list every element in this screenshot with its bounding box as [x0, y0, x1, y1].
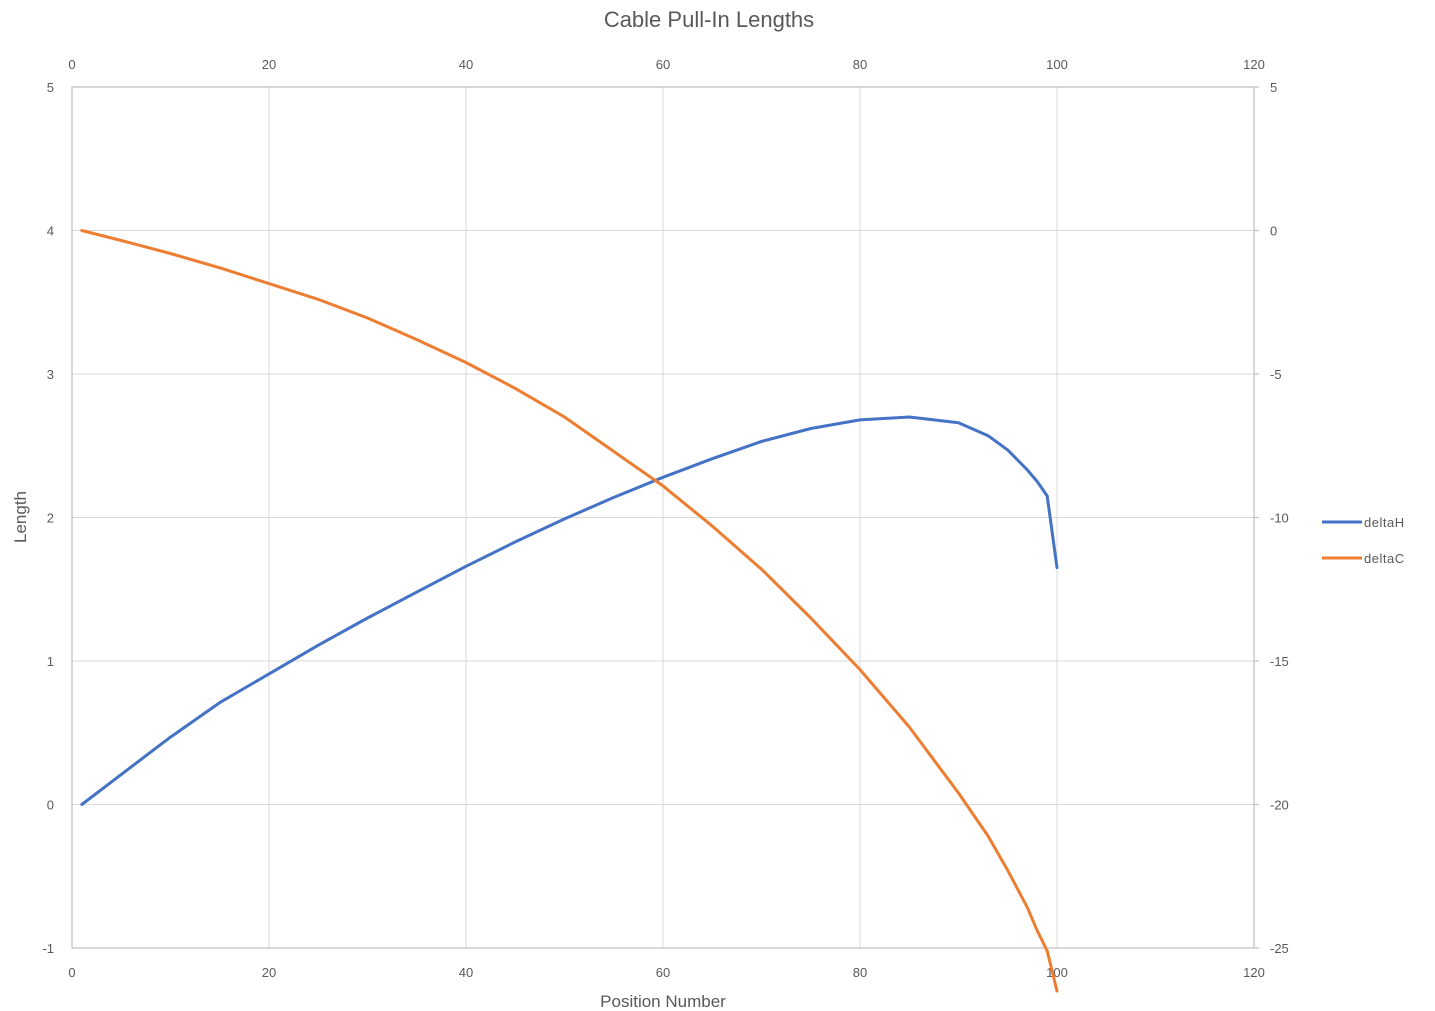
y-tick-label-left: 0: [47, 798, 54, 813]
series-line-deltaC: [80, 229, 1059, 993]
x-tick-label-top: 0: [68, 57, 75, 72]
x-tick-label-top: 120: [1243, 57, 1265, 72]
x-axis-label: Position Number: [600, 992, 726, 1011]
x-tick-label-top: 40: [459, 57, 473, 72]
y-tick-label-right: -20: [1270, 798, 1289, 813]
x-tick-label-top: 100: [1046, 57, 1068, 72]
series-lines: [80, 229, 1059, 993]
y-tick-label-right: 0: [1270, 224, 1277, 239]
x-tick-label-bottom: 100: [1046, 965, 1068, 980]
x-tick-label-bottom: 0: [68, 965, 75, 980]
x-tick-label-bottom: 120: [1243, 965, 1265, 980]
y-tick-label-right: -25: [1270, 941, 1289, 956]
x-tick-label-top: 80: [853, 57, 867, 72]
x-axis-bottom-tick-labels: 0 20 40 60 80 100 120: [68, 965, 1264, 980]
y-tick-label-left: -1: [42, 941, 54, 956]
y-tick-label-left: 2: [47, 511, 54, 526]
y-tick-label-right: -15: [1270, 654, 1289, 669]
y-tick-label-right: -10: [1270, 511, 1289, 526]
y-tick-label-right: 5: [1270, 80, 1277, 95]
series-line-deltaH: [80, 415, 1059, 806]
legend-label-deltaH: deltaH: [1364, 515, 1405, 530]
y-axis-right-tick-labels: -25 -20 -15 -10 -5 0 5: [1254, 80, 1289, 956]
y-tick-label-left: 5: [47, 80, 54, 95]
x-tick-label-bottom: 40: [459, 965, 473, 980]
y-tick-label-left: 4: [47, 224, 54, 239]
x-tick-label-bottom: 60: [656, 965, 670, 980]
legend: deltaH deltaC: [1322, 515, 1405, 566]
y-tick-label-left: 1: [47, 654, 54, 669]
x-tick-label-top: 60: [656, 57, 670, 72]
x-tick-label-bottom: 20: [262, 965, 276, 980]
y-tick-label-left: 3: [47, 367, 54, 382]
chart-title: Cable Pull-In Lengths: [604, 7, 814, 32]
legend-label-deltaC: deltaC: [1364, 551, 1405, 566]
gridlines: [71, 86, 1255, 949]
y-tick-label-right: -5: [1270, 367, 1282, 382]
x-axis-top-tick-labels: 0 20 40 60 80 100 120: [68, 57, 1264, 72]
y-axis-left-tick-labels: -1 0 1 2 3 4 5: [42, 80, 54, 956]
x-tick-label-top: 20: [262, 57, 276, 72]
y-axis-label: Length: [11, 491, 30, 543]
x-tick-label-bottom: 80: [853, 965, 867, 980]
